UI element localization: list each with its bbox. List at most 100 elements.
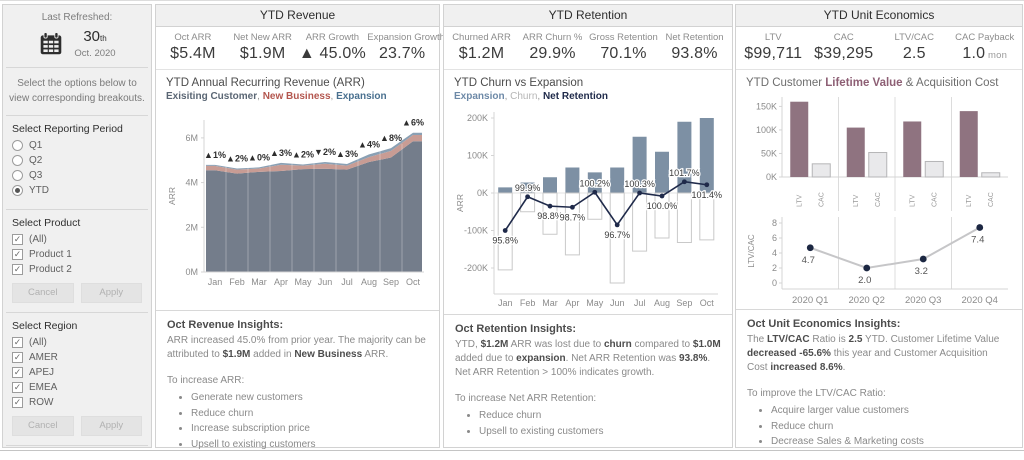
svg-text:Sep: Sep [383,277,399,287]
svg-text:6: 6 [772,233,777,243]
text-segment: Ratio is [809,334,849,345]
svg-text:LTV: LTV [853,194,860,207]
svg-text:3.2: 3.2 [915,266,928,277]
svg-text:150K: 150K [756,101,777,111]
kpi-value: $99,711 [744,45,803,62]
kpi-value: 93.8% [671,45,718,62]
checkbox-checked-icon[interactable]: ✓ [12,367,23,378]
svg-text:0M: 0M [185,267,198,277]
option-label: Q1 [29,140,43,151]
checkbox-option--all-[interactable]: ✓ (All) [12,234,142,245]
kpi-value: $1.2M [458,45,505,62]
svg-text:▲3%: ▲3% [270,148,292,158]
option-label: (All) [29,337,47,348]
region-apply-button[interactable]: Apply [80,416,142,436]
checkbox-option-amer[interactable]: ✓ AMER [12,352,142,363]
region-cancel-button[interactable]: Cancel [12,416,74,436]
radio-option-q1[interactable]: Q1 [12,140,142,151]
checkbox-checked-icon[interactable]: ✓ [12,397,23,408]
ltv-cac-bar-chart[interactable]: 0K 50K 100K 150K LTV CAC LTV CAC LTV CAC LTV CAC [746,91,1012,211]
checkbox-option--all-[interactable]: ✓ (All) [12,337,142,348]
option-label: AMER [29,352,58,363]
text-segment: YTD, [455,339,481,350]
last-refreshed-box: Last Refreshed: 30th Oct. 2020 [3,5,151,67]
svg-text:2020 Q1: 2020 Q1 [792,295,828,306]
option-label: YTD [29,185,49,196]
svg-text:Oct: Oct [700,298,715,308]
kpi-label: LTV/CAC [894,32,934,43]
bullet-item: Decrease Sales & Marketing costs [771,434,1011,450]
kpi-value: $39,295 [814,45,874,62]
radio-selected-icon[interactable] [12,185,23,196]
text-segment: LTV/CAC [767,334,810,345]
retention-kpi-row: Churned ARR $1.2M ARR Churn % 29.9% Gross Re… [444,27,732,70]
retention-insights-bullets: Reduce churnUpsell to existing customers [455,408,721,439]
product-filter: Select Product ✓ (All) ✓ Product 1 ✓ Product … [3,210,151,312]
text-segment: New Business [294,349,363,360]
checkbox-option-product-2[interactable]: ✓ Product 2 [12,264,142,275]
product-apply-button[interactable]: Apply [80,283,142,303]
kpi-value: $1.9M [239,45,286,62]
checkbox-checked-icon[interactable]: ✓ [12,337,23,348]
unit-insights-intro: To improve the LTV/CAC Ratio: [747,388,886,399]
kpi-value: 23.7% [378,45,426,62]
radio-icon[interactable] [12,170,23,181]
revenue-chart-block: YTD Annual Recurring Revenue (ARR) Exisi… [156,70,439,310]
ltv-cac-ratio-chart[interactable]: 0 2 4 6 8 4.7 2.0 3.2 7.4 2020 Q1 2020 Q2 2020 Q3 20… [746,211,1012,309]
svg-text:-200K: -200K [464,263,488,273]
kpi: Net New ARR $1.9M [228,32,298,63]
svg-text:▼2%: ▼2% [314,147,336,157]
radio-option-ytd[interactable]: YTD [12,185,142,196]
churn-chart-legend: Expansion, Churn, Net Retention [454,91,722,102]
checkbox-checked-icon[interactable]: ✓ [12,382,23,393]
text-segment: added due to [455,353,517,364]
svg-text:Feb: Feb [229,277,245,287]
retention-insights-heading: Oct Retention Insights: [455,323,576,335]
unit-economics-panel: YTD Unit Economics LTV $99,711 CAC $39,295 L… [735,4,1023,448]
option-label: Q3 [29,170,43,181]
unit-insights-heading: Oct Unit Economics Insights: [747,318,901,330]
svg-text:May: May [586,298,604,308]
radio-icon[interactable] [12,140,23,151]
checkbox-option-emea[interactable]: ✓ EMEA [12,382,142,393]
option-label: (All) [29,234,47,245]
checkbox-checked-icon[interactable]: ✓ [12,352,23,363]
svg-text:▲0%: ▲0% [248,152,270,162]
svg-text:50K: 50K [761,148,777,158]
checkbox-checked-icon[interactable]: ✓ [12,234,23,245]
svg-text:▲2%: ▲2% [226,154,248,164]
text-segment: New Business [262,91,331,102]
retention-panel: YTD Retention Churned ARR $1.2M ARR Churn … [443,4,733,448]
churn-vs-expansion-chart[interactable]: 200K 100K 0K -100K -200K 95.8% 99.9% 98.8% 98.7%… [454,104,723,314]
svg-text:Jan: Jan [498,298,513,308]
svg-text:99.9%: 99.9% [515,183,541,193]
svg-text:2020 Q4: 2020 Q4 [962,295,998,306]
revenue-insights-heading: Oct Revenue Insights: [167,319,284,331]
arr-stacked-area-chart[interactable]: 0M 2M 4M 6M Jan Feb Mar Apr May Jun Jul Aug Sep Oct AR… [166,104,429,310]
retention-insights: Oct Retention Insights: YTD, $1.2M ARR w… [444,314,732,447]
text-segment: churn [603,339,632,350]
radio-icon[interactable] [12,155,23,166]
checkbox-checked-icon[interactable]: ✓ [12,249,23,260]
radio-option-q3[interactable]: Q3 [12,170,142,181]
bullet-item: Reduce churn [191,406,428,422]
checkbox-option-apej[interactable]: ✓ APEJ [12,367,142,378]
kpi-value: 2.5 [902,45,926,62]
svg-text:100.2%: 100.2% [580,178,611,188]
radio-option-q2[interactable]: Q2 [12,155,142,166]
checkbox-checked-icon[interactable]: ✓ [12,264,23,275]
product-cancel-button[interactable]: Cancel [12,283,74,303]
text-segment: , [330,91,337,102]
text-segment: Net Retention [542,91,608,102]
checkbox-option-row[interactable]: ✓ ROW [12,397,142,408]
checkbox-option-product-1[interactable]: ✓ Product 1 [12,249,142,260]
svg-text:7.4: 7.4 [971,235,984,246]
option-label: APEJ [29,367,55,378]
revenue-insights: Oct Revenue Insights: ARR increased 45.0… [156,310,439,460]
text-segment: Lifetime Value [825,77,903,89]
product-filter-label: Select Product [12,217,81,229]
svg-text:▲3%: ▲3% [336,149,358,159]
kpi-label: Expansion Growth [367,32,445,43]
option-label: Product 2 [29,264,72,275]
svg-text:100K: 100K [756,125,777,135]
